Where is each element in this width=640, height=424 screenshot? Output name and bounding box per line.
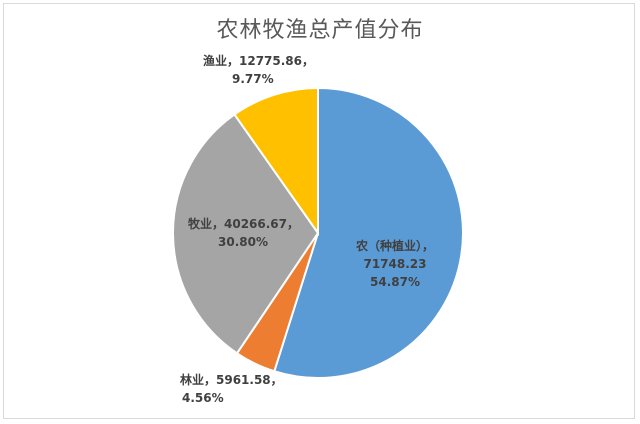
pie-slice-3 — [233, 86, 319, 237]
data-label-1: 林业，5961.58， 4.56% — [180, 372, 283, 405]
data-label-3: 渔业，12775.86， 9.77% — [203, 53, 314, 86]
chart-title: 农林牧渔总产值分布 — [216, 18, 424, 43]
data-label-0: 农（种植业）， 71748.23 54.87% — [355, 238, 434, 289]
pie-slice-2 — [172, 113, 320, 355]
data-label-2: 牧业，40266.67， 30.80% — [188, 216, 299, 249]
pie-slice-0 — [273, 86, 464, 379]
